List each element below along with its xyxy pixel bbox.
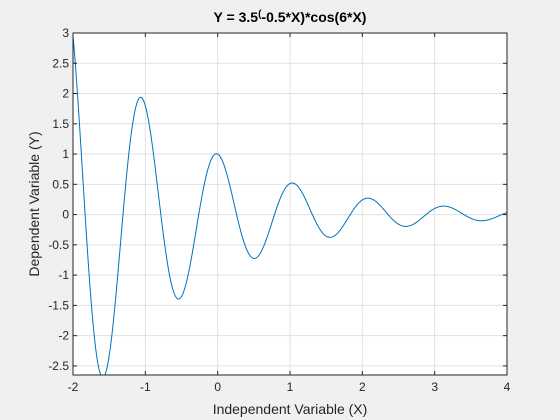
x-tick-label: 2: [359, 380, 366, 394]
title-suffix: -0.5*X)*cos(6*X): [261, 9, 366, 25]
y-tick-label: 1.5: [52, 117, 69, 131]
y-tick-label: 0.5: [52, 177, 69, 191]
x-tick-label: 1: [287, 380, 294, 394]
x-tick-label: 3: [431, 380, 438, 394]
x-axis-label: Independent Variable (X): [213, 401, 368, 417]
y-tick-label: 2: [62, 87, 69, 101]
y-tick-label: 0: [62, 208, 69, 222]
y-tick-label: -1.5: [48, 298, 69, 312]
y-tick-label: -0.5: [48, 238, 69, 252]
title-prefix: Y = 3.5: [214, 9, 259, 25]
ticks: -2 -1 0 1 2 3 4 -2.5 -2 -1.5 -1 -0.5 0 0.5 1 1.5 2 2.5 3: [48, 26, 510, 394]
y-tick-label: -2.5: [48, 359, 69, 373]
x-tick-label: 0: [214, 380, 221, 394]
x-tick-label: -2: [68, 380, 79, 394]
y-tick-label: -2: [58, 329, 69, 343]
y-axis-label: Dependent Variable (Y): [26, 131, 42, 276]
y-tick-label: 2.5: [52, 56, 69, 70]
series-line: [73, 35, 507, 375]
y-tick-label: -1: [58, 268, 69, 282]
grid: [73, 33, 507, 375]
title-superscript: (: [258, 9, 262, 20]
y-tick-label: 1: [62, 147, 69, 161]
x-tick-label: 4: [504, 380, 511, 394]
chart-title: Y = 3.5(-0.5*X)*cos(6*X): [214, 9, 367, 25]
y-tick-label: 3: [62, 26, 69, 40]
x-tick-label: -1: [140, 380, 151, 394]
